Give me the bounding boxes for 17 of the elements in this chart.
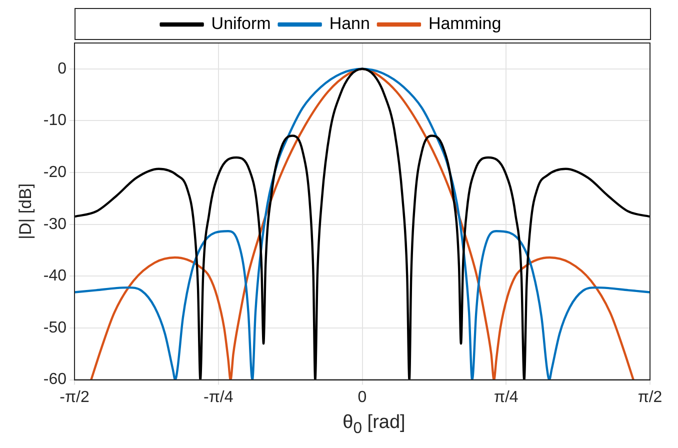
x-tick-label: -π/2 <box>60 388 90 406</box>
legend-label: Uniform <box>211 14 271 34</box>
y-tick-label: -50 <box>43 319 67 336</box>
x-tick-label: π/2 <box>638 388 662 406</box>
x-tick-label: 0 <box>358 388 367 406</box>
y-tick-label: -40 <box>43 268 67 285</box>
y-tick-label: -30 <box>43 216 67 233</box>
legend-label: Hann <box>329 14 370 34</box>
y-axis-title: |D| [dB] <box>16 183 35 240</box>
x-tick-label: π/4 <box>494 388 518 406</box>
x-tick-label: -π/4 <box>204 388 234 406</box>
x-axis-title: θ$_{0}$ [rad] <box>342 412 406 438</box>
y-tick-label: -20 <box>43 164 67 181</box>
y-tick-label: -60 <box>43 371 67 388</box>
y-tick-label: -10 <box>43 112 67 130</box>
y-tick-label: 0 <box>58 60 67 78</box>
legend-label: Hamming <box>428 14 502 34</box>
